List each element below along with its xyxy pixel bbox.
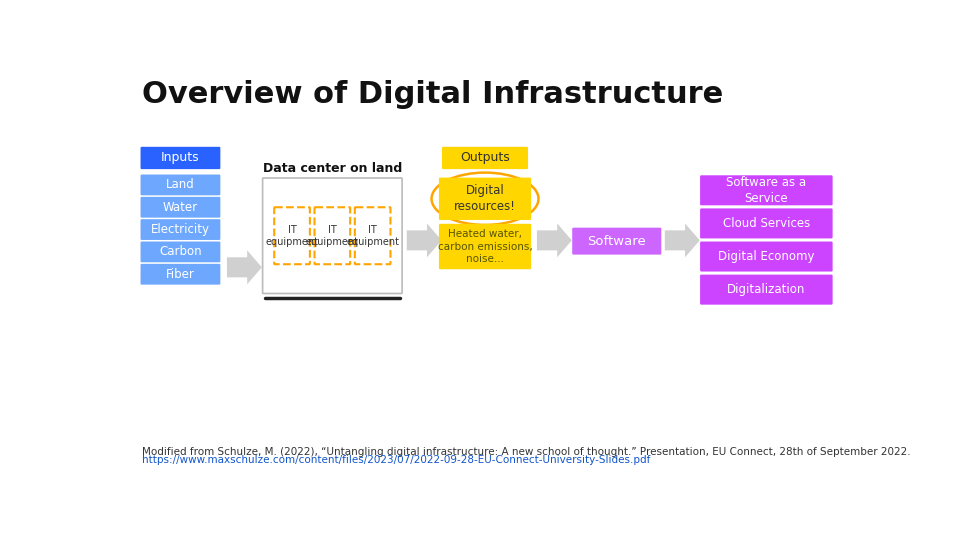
FancyBboxPatch shape <box>263 178 402 294</box>
FancyBboxPatch shape <box>442 147 528 169</box>
FancyBboxPatch shape <box>140 174 221 195</box>
FancyBboxPatch shape <box>140 219 221 240</box>
Text: IT
equipment: IT equipment <box>347 225 399 247</box>
FancyBboxPatch shape <box>439 224 531 269</box>
Text: IT
equipment: IT equipment <box>266 225 319 247</box>
FancyBboxPatch shape <box>700 176 832 205</box>
Text: Data center on land: Data center on land <box>263 162 402 175</box>
FancyBboxPatch shape <box>140 264 221 285</box>
Text: Digital Economy: Digital Economy <box>718 250 815 263</box>
Text: Modified from Schulze, M. (2022), “Untangling digital infrastructure: A new scho: Modified from Schulze, M. (2022), “Untan… <box>142 447 910 457</box>
Text: Cloud Services: Cloud Services <box>723 217 810 230</box>
Text: Carbon: Carbon <box>159 245 202 259</box>
FancyBboxPatch shape <box>355 207 391 264</box>
Text: Electricity: Electricity <box>151 223 210 236</box>
Text: Inputs: Inputs <box>161 151 200 165</box>
Text: Heated water,
carbon emissions,
noise...: Heated water, carbon emissions, noise... <box>438 229 533 264</box>
FancyBboxPatch shape <box>700 208 832 239</box>
Text: Software: Software <box>588 234 646 248</box>
FancyBboxPatch shape <box>572 228 661 254</box>
Text: Water: Water <box>163 201 198 214</box>
FancyBboxPatch shape <box>140 147 221 169</box>
FancyBboxPatch shape <box>140 241 221 262</box>
Polygon shape <box>665 224 700 257</box>
Text: Outputs: Outputs <box>460 151 510 165</box>
Text: Digitalization: Digitalization <box>727 283 805 296</box>
FancyBboxPatch shape <box>700 275 832 305</box>
Text: Overview of Digital Infrastructure: Overview of Digital Infrastructure <box>142 80 723 109</box>
Text: Digital
resources!: Digital resources! <box>454 184 516 213</box>
Text: Land: Land <box>166 178 195 191</box>
Text: Fiber: Fiber <box>166 268 195 281</box>
Text: Software as a
Service: Software as a Service <box>727 176 806 205</box>
FancyBboxPatch shape <box>439 178 531 220</box>
Text: https://www.maxschulze.com/content/files/2023/07/2022-09-28-EU-Connect-Universit: https://www.maxschulze.com/content/files… <box>142 455 650 465</box>
Polygon shape <box>227 251 262 284</box>
FancyBboxPatch shape <box>140 197 221 218</box>
FancyBboxPatch shape <box>700 241 832 272</box>
Polygon shape <box>537 224 572 257</box>
Text: IT
equipment: IT equipment <box>306 225 359 247</box>
Polygon shape <box>407 224 442 257</box>
FancyBboxPatch shape <box>315 207 350 264</box>
FancyBboxPatch shape <box>275 207 310 264</box>
